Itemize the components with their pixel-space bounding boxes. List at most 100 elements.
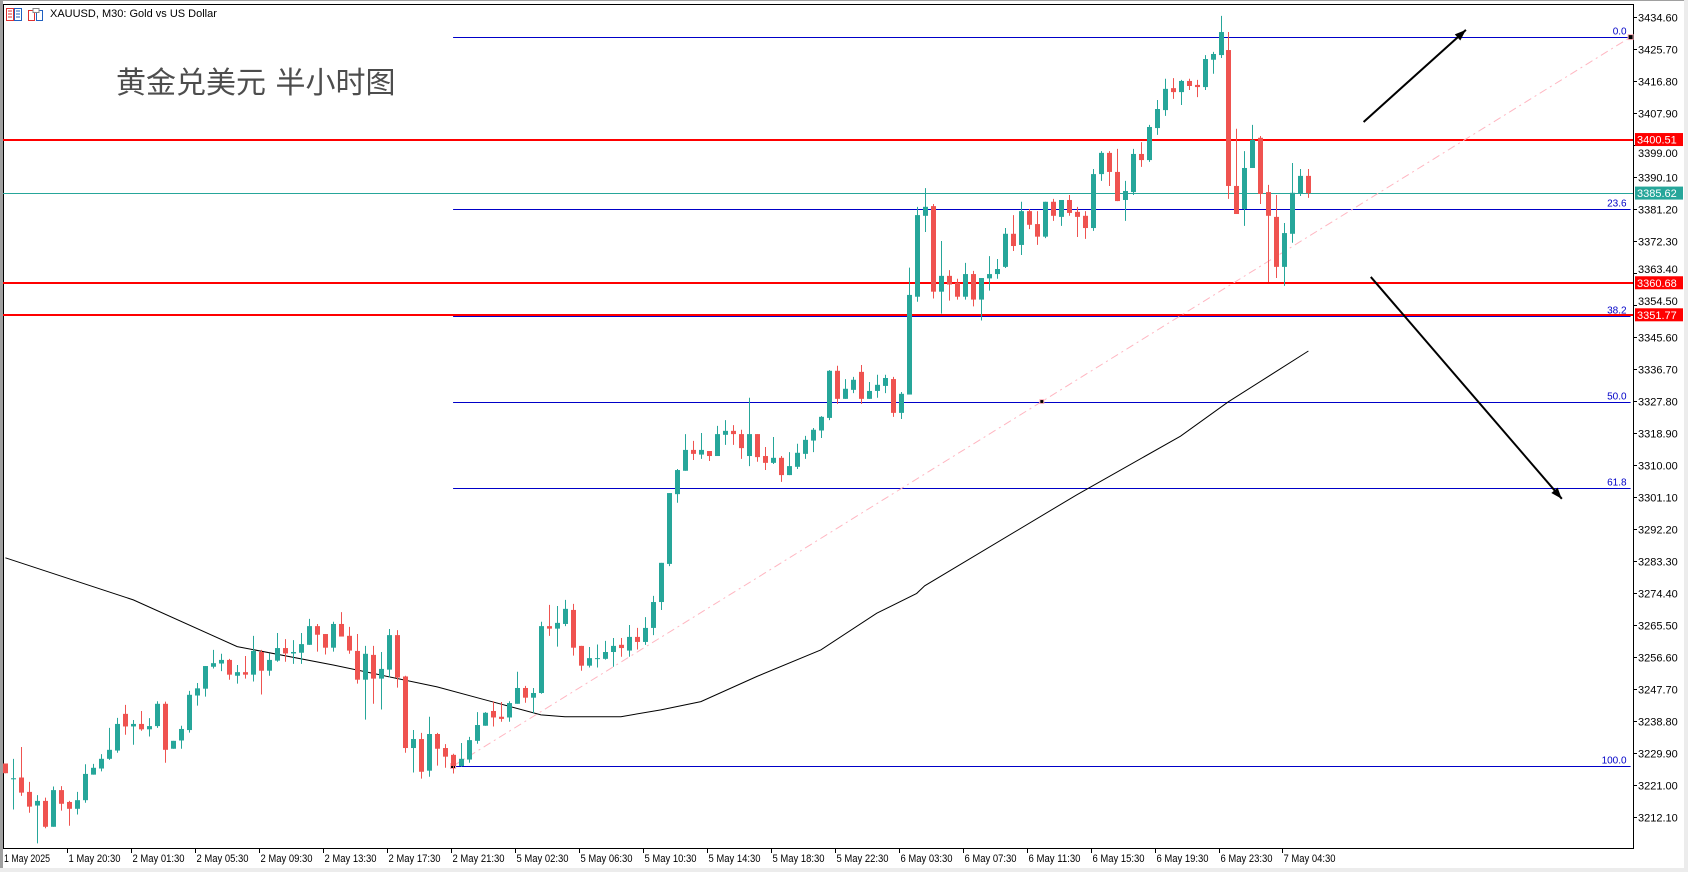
candle-body xyxy=(307,626,312,645)
candle-bullish xyxy=(627,625,632,657)
trendline-anchor-handle xyxy=(1627,34,1634,41)
candle-bullish xyxy=(1203,55,1208,90)
candle-body xyxy=(363,653,368,680)
candle-body xyxy=(1043,201,1048,237)
candle-bearish xyxy=(955,278,960,300)
candle-bullish xyxy=(1211,51,1216,74)
candle-bullish xyxy=(75,791,80,815)
candle-bullish xyxy=(11,758,16,810)
arrow-head-icon xyxy=(1551,487,1562,499)
candle-body xyxy=(147,726,152,730)
candle-bullish xyxy=(115,717,120,753)
x-axis-label: 1 May 20:30 xyxy=(69,853,121,865)
candle-bullish xyxy=(1298,169,1303,197)
fib-level-label: 100.0 xyxy=(1602,756,1627,767)
candle-body xyxy=(691,449,696,454)
candle-body xyxy=(1075,211,1080,217)
candle-bearish xyxy=(227,658,232,680)
candle-bullish xyxy=(995,258,1000,279)
candle-body xyxy=(715,434,720,457)
candle-body xyxy=(1091,174,1096,229)
y-axis-label: 3381.20 xyxy=(1638,205,1678,217)
y-axis-label: 3229.90 xyxy=(1638,749,1678,761)
candle-bullish xyxy=(1179,79,1184,106)
candle-bullish xyxy=(531,687,536,714)
candle-body xyxy=(259,652,264,671)
candle-bullish xyxy=(715,425,720,457)
candle-bullish xyxy=(907,267,912,395)
candle-body xyxy=(667,493,672,564)
y-axis-label: 3407.90 xyxy=(1638,109,1678,121)
candle-body xyxy=(1211,53,1216,60)
candle-body xyxy=(955,282,960,297)
candle-bullish xyxy=(611,637,616,667)
y-axis-label: 3238.80 xyxy=(1638,717,1678,729)
candle-bearish xyxy=(59,786,64,811)
candle-bearish xyxy=(283,639,288,662)
candle-body xyxy=(1266,192,1271,216)
candle-bearish xyxy=(779,456,784,482)
candle-body xyxy=(283,648,288,654)
x-axis-label: 2 May 21:30 xyxy=(453,853,505,865)
x-axis-label: 6 May 03:30 xyxy=(901,853,953,865)
chart-list-icon[interactable] xyxy=(6,7,22,21)
fib-trendline xyxy=(452,36,1631,767)
candle-body xyxy=(491,710,496,718)
x-axis-label: 6 May 11:30 xyxy=(1029,853,1081,865)
candle-body xyxy=(811,429,816,441)
candle-body xyxy=(483,712,488,726)
candle-bearish xyxy=(451,753,456,774)
trend-arrow xyxy=(1370,276,1563,500)
y-axis-label: 3416.80 xyxy=(1638,77,1678,89)
candle-body xyxy=(1179,80,1184,93)
candle-body xyxy=(27,791,32,807)
candle-body xyxy=(1195,84,1200,88)
moving-average-line xyxy=(5,350,1309,718)
candle-body xyxy=(1258,137,1263,194)
candle-bullish xyxy=(595,644,600,668)
candle-body xyxy=(75,800,80,809)
candle-body xyxy=(275,648,280,661)
candle-body xyxy=(67,801,72,809)
candle-body xyxy=(835,370,840,399)
candle-bearish xyxy=(835,365,840,404)
candle-body xyxy=(451,754,456,767)
y-axis-label: 3390.10 xyxy=(1638,173,1678,185)
window-right-border xyxy=(1684,0,1688,872)
candle-body xyxy=(867,390,872,399)
candle-body xyxy=(523,687,528,698)
candle-body xyxy=(1203,59,1208,88)
y-axis-label: 3265.50 xyxy=(1638,621,1678,633)
candle-bullish xyxy=(51,786,56,827)
fib-level-label: 38.2 xyxy=(1607,306,1627,317)
candle-body xyxy=(11,778,16,780)
candle-bullish xyxy=(963,262,968,300)
candle-bullish xyxy=(307,618,312,645)
candle-bullish xyxy=(251,635,256,682)
candle-bullish xyxy=(979,278,984,321)
candle-body xyxy=(195,688,200,696)
candle-bearish xyxy=(243,655,248,679)
candle-body xyxy=(995,269,1000,275)
candle-body xyxy=(203,666,208,689)
candle-body xyxy=(459,758,464,767)
candle-bearish xyxy=(731,425,736,445)
candle-bearish xyxy=(1258,135,1263,204)
candle-body xyxy=(635,636,640,642)
candle-bullish xyxy=(1282,223,1287,286)
candle-bullish xyxy=(179,725,184,749)
candle-body xyxy=(1163,88,1168,111)
candle-bullish xyxy=(883,374,888,394)
candle-bullish xyxy=(1019,201,1024,256)
candle-bearish xyxy=(755,434,760,462)
candle-body xyxy=(1131,153,1136,193)
x-axis-label: 7 May 04:30 xyxy=(1284,853,1336,865)
chart-window-icon[interactable] xyxy=(28,7,44,21)
candle-bearish xyxy=(1027,208,1032,230)
candle-bullish xyxy=(291,640,296,664)
candle-bullish xyxy=(203,666,208,697)
candle-body xyxy=(379,668,384,679)
candle-bearish xyxy=(1051,198,1056,221)
candle-body xyxy=(547,626,552,629)
